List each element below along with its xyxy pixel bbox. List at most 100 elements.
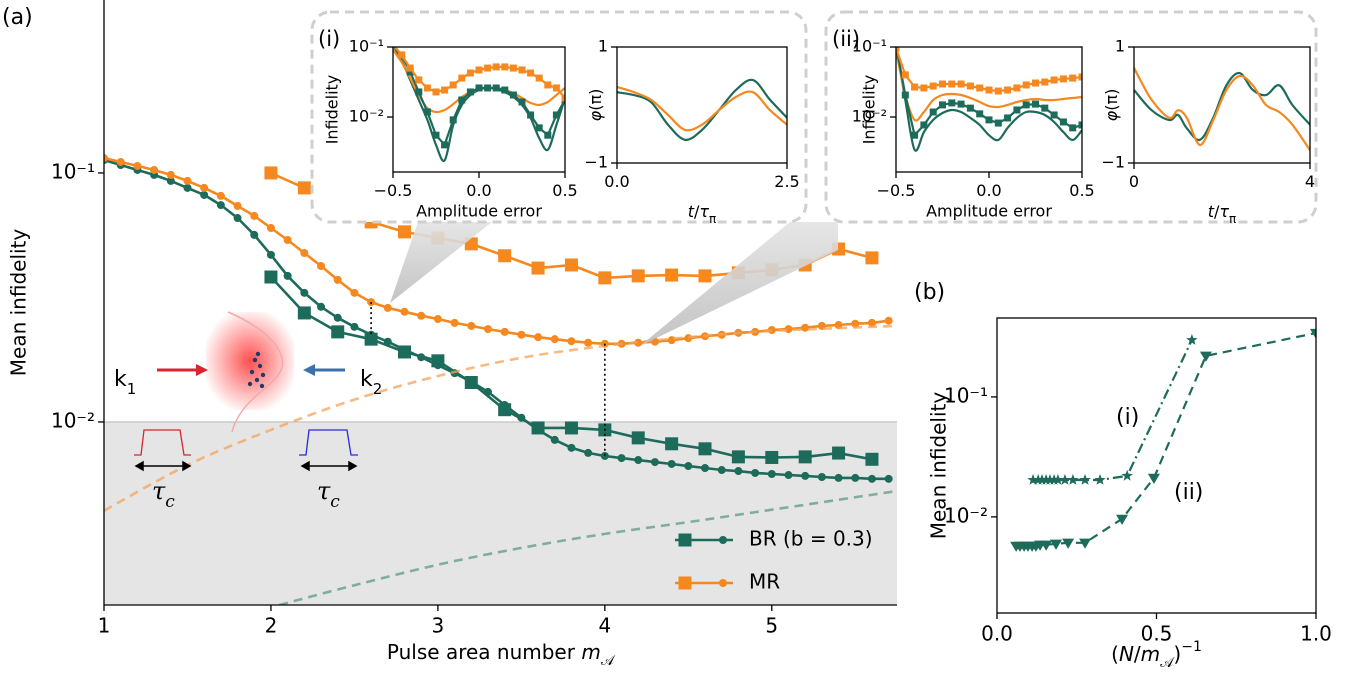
data-point bbox=[283, 271, 292, 280]
data-point bbox=[233, 214, 242, 223]
data-point bbox=[1004, 86, 1012, 94]
x-tick-label: 0 bbox=[1129, 172, 1139, 191]
y-tick-label: 10⁻² bbox=[51, 408, 95, 432]
data-point bbox=[441, 141, 449, 149]
data-point bbox=[985, 86, 993, 94]
data-point bbox=[432, 131, 440, 139]
data-point bbox=[784, 471, 793, 480]
x-tick-label: 5 bbox=[765, 614, 778, 638]
data-point bbox=[1094, 474, 1106, 485]
data-point bbox=[920, 121, 928, 129]
y-tick-label: 10⁻² bbox=[944, 503, 988, 527]
arrow-head bbox=[303, 364, 315, 376]
data-point bbox=[929, 82, 937, 90]
data-point bbox=[1116, 514, 1129, 525]
axis-label: φ(π) bbox=[586, 89, 605, 122]
label-part: 𝒜 bbox=[601, 653, 616, 669]
label-part: / bbox=[694, 202, 700, 221]
data-point bbox=[544, 131, 552, 139]
label-part: φ bbox=[586, 110, 605, 121]
data-point bbox=[450, 318, 459, 327]
axes-frame bbox=[1133, 46, 1311, 164]
axis-label: Amplitude error bbox=[416, 202, 542, 221]
data-point bbox=[896, 47, 900, 52]
axis-label: Mean infidelity bbox=[7, 229, 31, 377]
data-point bbox=[1078, 121, 1082, 129]
data-point bbox=[216, 191, 225, 200]
data-point bbox=[1062, 538, 1075, 549]
data-point bbox=[150, 165, 159, 174]
y-tick-label: 10⁻¹ bbox=[349, 37, 384, 56]
data-point bbox=[631, 431, 645, 445]
data-point bbox=[731, 450, 745, 464]
data-point bbox=[1050, 76, 1058, 84]
y-tick-label: 10⁻¹ bbox=[852, 37, 887, 56]
data-point bbox=[406, 68, 414, 76]
plot-area bbox=[104, 154, 897, 605]
data-point bbox=[406, 64, 414, 72]
data-point bbox=[531, 261, 545, 275]
label-part: ( bbox=[1111, 642, 1119, 666]
data-point bbox=[1079, 474, 1091, 485]
data-point bbox=[433, 315, 442, 324]
wavevector-label: k2 bbox=[360, 367, 382, 398]
data-point bbox=[1069, 124, 1077, 132]
data-point bbox=[166, 176, 175, 185]
data-point bbox=[475, 84, 483, 92]
data-point bbox=[432, 88, 440, 96]
data-point bbox=[1069, 74, 1077, 82]
inset-i-phase: −1 1 0.0 2.5 t/τπ φ(π) bbox=[584, 37, 799, 226]
data-point bbox=[665, 268, 679, 282]
x-tick-label: 4 bbox=[598, 614, 611, 638]
data-point bbox=[976, 84, 984, 92]
zoom-cone bbox=[390, 222, 492, 303]
inset-ii-phase: −1 1 0 4 t/τπ φ(π) bbox=[1101, 37, 1315, 226]
data-point bbox=[333, 275, 342, 284]
data-point bbox=[266, 224, 275, 233]
data-point bbox=[467, 321, 476, 330]
data-point bbox=[264, 166, 278, 180]
data-point bbox=[567, 443, 576, 452]
illustration: k1 k2 τc τc bbox=[114, 311, 382, 512]
data-point bbox=[398, 345, 412, 359]
data-point bbox=[884, 474, 893, 483]
data-point bbox=[939, 101, 946, 109]
data-point bbox=[517, 330, 526, 339]
plot-area bbox=[1134, 67, 1310, 151]
data-point bbox=[509, 91, 517, 99]
data-point bbox=[634, 456, 643, 465]
series-annotation: (i) bbox=[1116, 405, 1139, 430]
x-tick-label: 0.5 bbox=[1141, 622, 1173, 646]
data-point bbox=[552, 84, 560, 92]
data-point bbox=[650, 458, 659, 467]
data-point bbox=[527, 69, 535, 77]
data-point bbox=[383, 303, 392, 312]
label-subscript: c bbox=[330, 492, 340, 512]
label-text: k bbox=[114, 367, 127, 392]
data-point bbox=[458, 74, 466, 82]
data-point bbox=[317, 302, 326, 311]
data-point bbox=[911, 83, 919, 91]
data-point bbox=[200, 190, 209, 199]
data-point bbox=[834, 473, 843, 482]
data-point bbox=[1078, 73, 1082, 81]
series-line bbox=[617, 85, 787, 132]
data-point bbox=[423, 108, 431, 116]
data-point bbox=[518, 66, 526, 74]
data-point bbox=[283, 235, 292, 244]
series-line bbox=[278, 489, 897, 605]
data-point bbox=[920, 84, 928, 92]
plot-area bbox=[393, 47, 565, 163]
data-point bbox=[634, 338, 643, 347]
data-point bbox=[751, 468, 760, 477]
data-point bbox=[1121, 469, 1133, 481]
data-point bbox=[300, 288, 309, 297]
data-point bbox=[1040, 540, 1053, 551]
label-part: / bbox=[1214, 202, 1220, 221]
data-point bbox=[994, 119, 1002, 127]
zoom-cone bbox=[640, 222, 838, 346]
shaded-region bbox=[104, 421, 897, 605]
legend-entry: MR bbox=[675, 570, 780, 594]
data-point bbox=[911, 131, 919, 139]
